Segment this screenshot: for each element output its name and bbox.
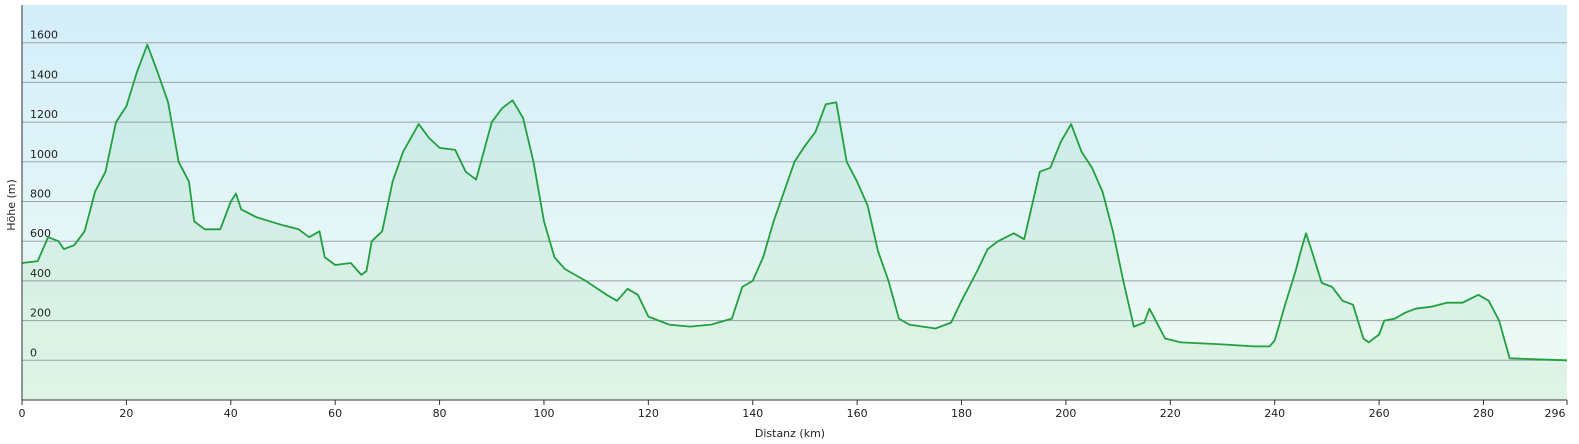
x-tick-label: 220 (1160, 407, 1181, 420)
x-tick-label: 260 (1369, 407, 1390, 420)
x-tick-label: 200 (1055, 407, 1076, 420)
x-tick-label: 140 (742, 407, 763, 420)
plot-background (22, 5, 1567, 400)
y-tick-label: 1000 (30, 148, 58, 161)
elevation-line (21, 43, 1568, 362)
y-tick-label: 200 (30, 307, 51, 320)
x-tick-label: 296 (1545, 407, 1566, 420)
y-tick-label: 800 (30, 188, 51, 201)
x-tick-label: 60 (328, 407, 342, 420)
y-tick-label: 1200 (30, 108, 58, 121)
x-tick-label: 120 (638, 407, 659, 420)
x-tick-label: 40 (224, 407, 238, 420)
y-tick-label: 1400 (30, 68, 58, 81)
y-tick-label: 1600 (30, 29, 58, 42)
x-tick-label: 100 (533, 407, 554, 420)
x-tick-label: 0 (19, 407, 26, 420)
x-tick-label: 160 (847, 407, 868, 420)
x-tick-label: 20 (119, 407, 133, 420)
y-tick-label: 0 (30, 346, 37, 359)
x-tick-label: 240 (1264, 407, 1285, 420)
x-tick-label: 80 (433, 407, 447, 420)
x-tick-label: 180 (951, 407, 972, 420)
area-fill (22, 44, 1567, 400)
x-tick-label: 280 (1473, 407, 1494, 420)
x-axis-label: Distanz (km) (755, 427, 825, 440)
y-tick-label: 600 (30, 227, 51, 240)
y-tick-label: 400 (30, 267, 51, 280)
y-axis-label: Höhe (m) (5, 179, 18, 231)
